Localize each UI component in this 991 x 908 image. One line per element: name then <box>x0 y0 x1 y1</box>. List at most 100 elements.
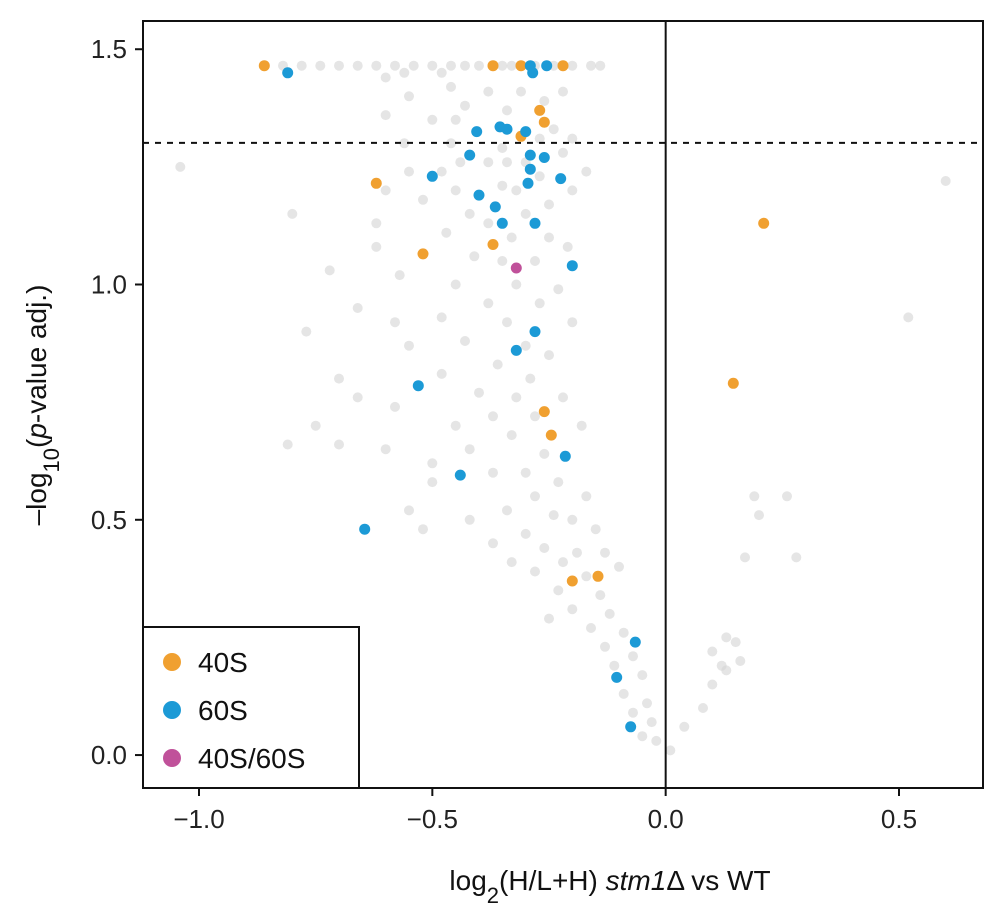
background-point <box>940 176 951 186</box>
point-40s <box>538 406 550 418</box>
y-axis-title-italic: p <box>21 423 52 440</box>
background-point <box>497 180 508 191</box>
background-point <box>544 232 554 243</box>
background-point <box>576 420 587 431</box>
background-point <box>651 735 662 746</box>
background-point <box>600 641 610 652</box>
point-40s <box>557 60 569 72</box>
background-point <box>730 637 741 648</box>
point-40s <box>370 177 382 189</box>
background-point <box>483 218 494 229</box>
background-point <box>544 613 554 624</box>
background-point <box>455 157 466 168</box>
background-point <box>516 86 526 97</box>
point-60s <box>566 260 578 272</box>
background-point <box>450 185 461 196</box>
background-point <box>740 552 750 563</box>
background-point <box>637 731 648 742</box>
background-point <box>665 745 676 756</box>
background-point <box>427 458 438 469</box>
x-axis-title-middle: (H/L+H) <box>499 865 606 896</box>
background-point <box>296 60 307 71</box>
point-60s <box>611 671 623 683</box>
background-point <box>399 138 410 149</box>
background-point <box>534 171 545 182</box>
legend-label: 40S/60S <box>198 743 305 774</box>
background-point <box>572 547 582 558</box>
background-point <box>628 651 638 662</box>
background-point <box>310 420 321 431</box>
background-point <box>390 317 400 328</box>
background-point <box>450 114 461 125</box>
background-point <box>497 60 508 71</box>
background-point <box>502 105 512 116</box>
legend: 40S 60S 40S/60S <box>142 626 360 789</box>
background-point <box>590 524 601 535</box>
background-point <box>469 251 480 262</box>
x-tick-label: 0.0 <box>648 804 684 834</box>
point-60s <box>473 189 485 201</box>
y-axis-title-suffix: -value adj.) <box>21 285 52 424</box>
point-60s <box>527 67 539 79</box>
y-axis-title-subscript: 10 <box>39 448 64 472</box>
point-60s <box>538 152 550 163</box>
point-60s <box>555 173 567 185</box>
x-axis-title-subscript: 2 <box>487 883 499 908</box>
y-tick-label: 1.0 <box>91 270 127 300</box>
background-point <box>511 185 522 196</box>
point-60s <box>412 380 424 392</box>
background-point <box>175 161 186 172</box>
background-point <box>436 368 447 379</box>
background-point <box>492 359 503 370</box>
background-point <box>408 60 419 71</box>
background-point <box>530 491 540 502</box>
x-tick-label: 0.5 <box>881 804 917 834</box>
background-point <box>553 284 564 295</box>
background-point <box>609 660 620 671</box>
background-point <box>446 138 456 149</box>
background-point <box>404 166 414 177</box>
background-point <box>530 256 540 266</box>
x-tick-label: −0.5 <box>407 804 458 834</box>
point-40s <box>487 60 499 72</box>
background-point <box>581 166 592 177</box>
background-point <box>520 467 531 478</box>
x-axis: −1.0 −0.5 0.0 0.5 <box>173 788 917 834</box>
background-point <box>404 340 414 351</box>
background-point <box>436 166 447 177</box>
background-point <box>474 60 484 71</box>
background-point <box>567 133 578 144</box>
point-60s <box>464 149 476 161</box>
point-60s <box>524 149 536 161</box>
background-point <box>558 392 568 403</box>
point-40s <box>538 116 550 128</box>
background-point <box>567 60 578 71</box>
point-60s <box>625 721 637 733</box>
background-point <box>628 707 638 718</box>
background-point <box>600 547 610 558</box>
point-60s <box>282 67 294 79</box>
background-point <box>464 444 475 455</box>
background-point <box>371 60 382 71</box>
legend-marker <box>163 653 181 671</box>
background-point <box>567 317 578 328</box>
background-point <box>464 208 475 219</box>
background-point <box>548 510 559 521</box>
point-40s <box>417 248 429 260</box>
background-point <box>334 439 344 450</box>
background-point <box>287 208 298 219</box>
background-point <box>548 124 559 135</box>
background-point <box>506 430 517 441</box>
background-point <box>679 721 690 732</box>
point-40s <box>566 575 578 587</box>
background-point <box>394 270 405 281</box>
background-point <box>530 411 540 422</box>
background-point <box>446 81 456 92</box>
background-point <box>520 340 531 351</box>
background-point <box>586 623 596 633</box>
background-point <box>502 505 512 516</box>
point-60s <box>496 217 508 229</box>
point-60s <box>510 344 522 356</box>
background-point <box>553 477 564 488</box>
x-axis-title-italic: stm1 <box>606 865 667 896</box>
